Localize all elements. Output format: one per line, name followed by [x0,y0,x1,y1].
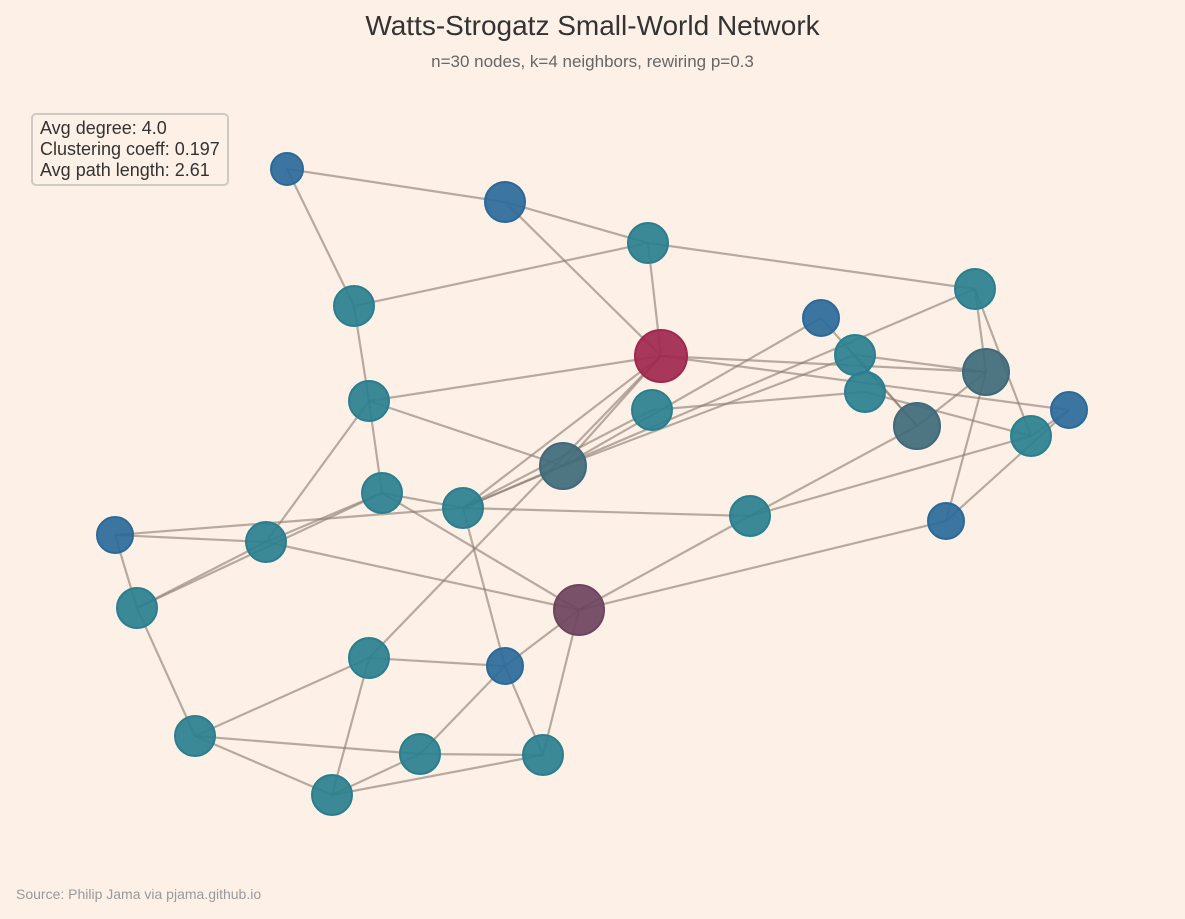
edge-1-2 [286,167,506,204]
edge-15-19 [749,434,1032,518]
node-10 [348,380,390,422]
edge-27-30 [194,734,333,797]
chart-subtitle: n=30 nodes, k=4 neighbors, rewiring p=0.… [431,52,754,71]
node-28 [399,733,441,775]
node-7 [634,329,688,383]
stats-box: Avg degree: 4.0 Clustering coeff: 0.197 … [31,113,229,186]
edge-6-16 [562,317,822,467]
node-3 [627,222,669,264]
edge-24-20 [578,519,947,612]
node-5 [333,285,375,327]
node-27 [174,715,216,757]
node-8 [834,334,876,376]
edge-10-16 [368,399,564,468]
node-30 [311,774,353,816]
edge-24-19 [578,515,751,611]
node-14 [893,402,941,450]
node-23 [116,587,158,629]
edge-27-28 [194,734,421,756]
edge-3-5 [353,241,649,308]
clustering-stat: Clustering coeff: 0.197 [40,139,220,159]
edge-7-18 [462,355,662,509]
source-caption: Source: Philip Jama via pjama.github.io [16,886,262,902]
edge-8-16 [562,353,856,468]
avg-degree-stat: Avg degree: 4.0 [40,118,167,138]
node-24 [553,584,605,636]
edge-22-24 [265,540,580,612]
node-4 [954,268,996,310]
node-9 [962,348,1010,396]
node-6 [802,299,840,337]
edge-10-7 [368,354,662,403]
edge-2-3 [504,200,649,245]
edge-12-11 [651,390,866,412]
node-11 [844,371,886,413]
edge-3-4 [647,241,976,291]
node-12 [631,389,673,431]
edge-11-15 [864,390,1032,438]
edge-21-18 [114,506,464,537]
node-22 [245,521,287,563]
edge-25-26 [368,656,506,668]
edge-22-23 [136,541,267,609]
edge-13-20 [945,409,1070,522]
node-21 [96,516,134,554]
node-17 [361,472,403,514]
edge-1-5 [286,168,355,307]
edge-2-7 [504,201,662,357]
chart-title: Watts-Strogatz Small-World Network [365,10,820,41]
edge-18-26 [461,507,507,667]
edge-7-9 [660,354,987,374]
edge-21-22 [114,533,267,544]
node-16 [539,442,587,490]
edge-30-29 [331,753,544,797]
node-13 [1050,391,1088,429]
node-19 [729,495,771,537]
edge-27-23 [135,607,197,737]
edge-25-30 [330,657,371,796]
edge-18-19 [462,506,751,518]
node-25 [348,637,390,679]
node-1 [270,152,304,186]
edge-7-25 [368,355,662,659]
node-26 [486,647,524,685]
edge-14-19 [749,425,918,517]
node-20 [927,502,965,540]
node-15 [1010,415,1052,457]
node-18 [442,487,484,529]
node-2 [484,181,526,223]
edge-25-27 [194,656,370,738]
edge-9-20 [944,371,988,522]
node-29 [522,734,564,776]
edge-10-22 [265,400,370,543]
path-length-stat: Avg path length: 2.61 [40,160,210,180]
